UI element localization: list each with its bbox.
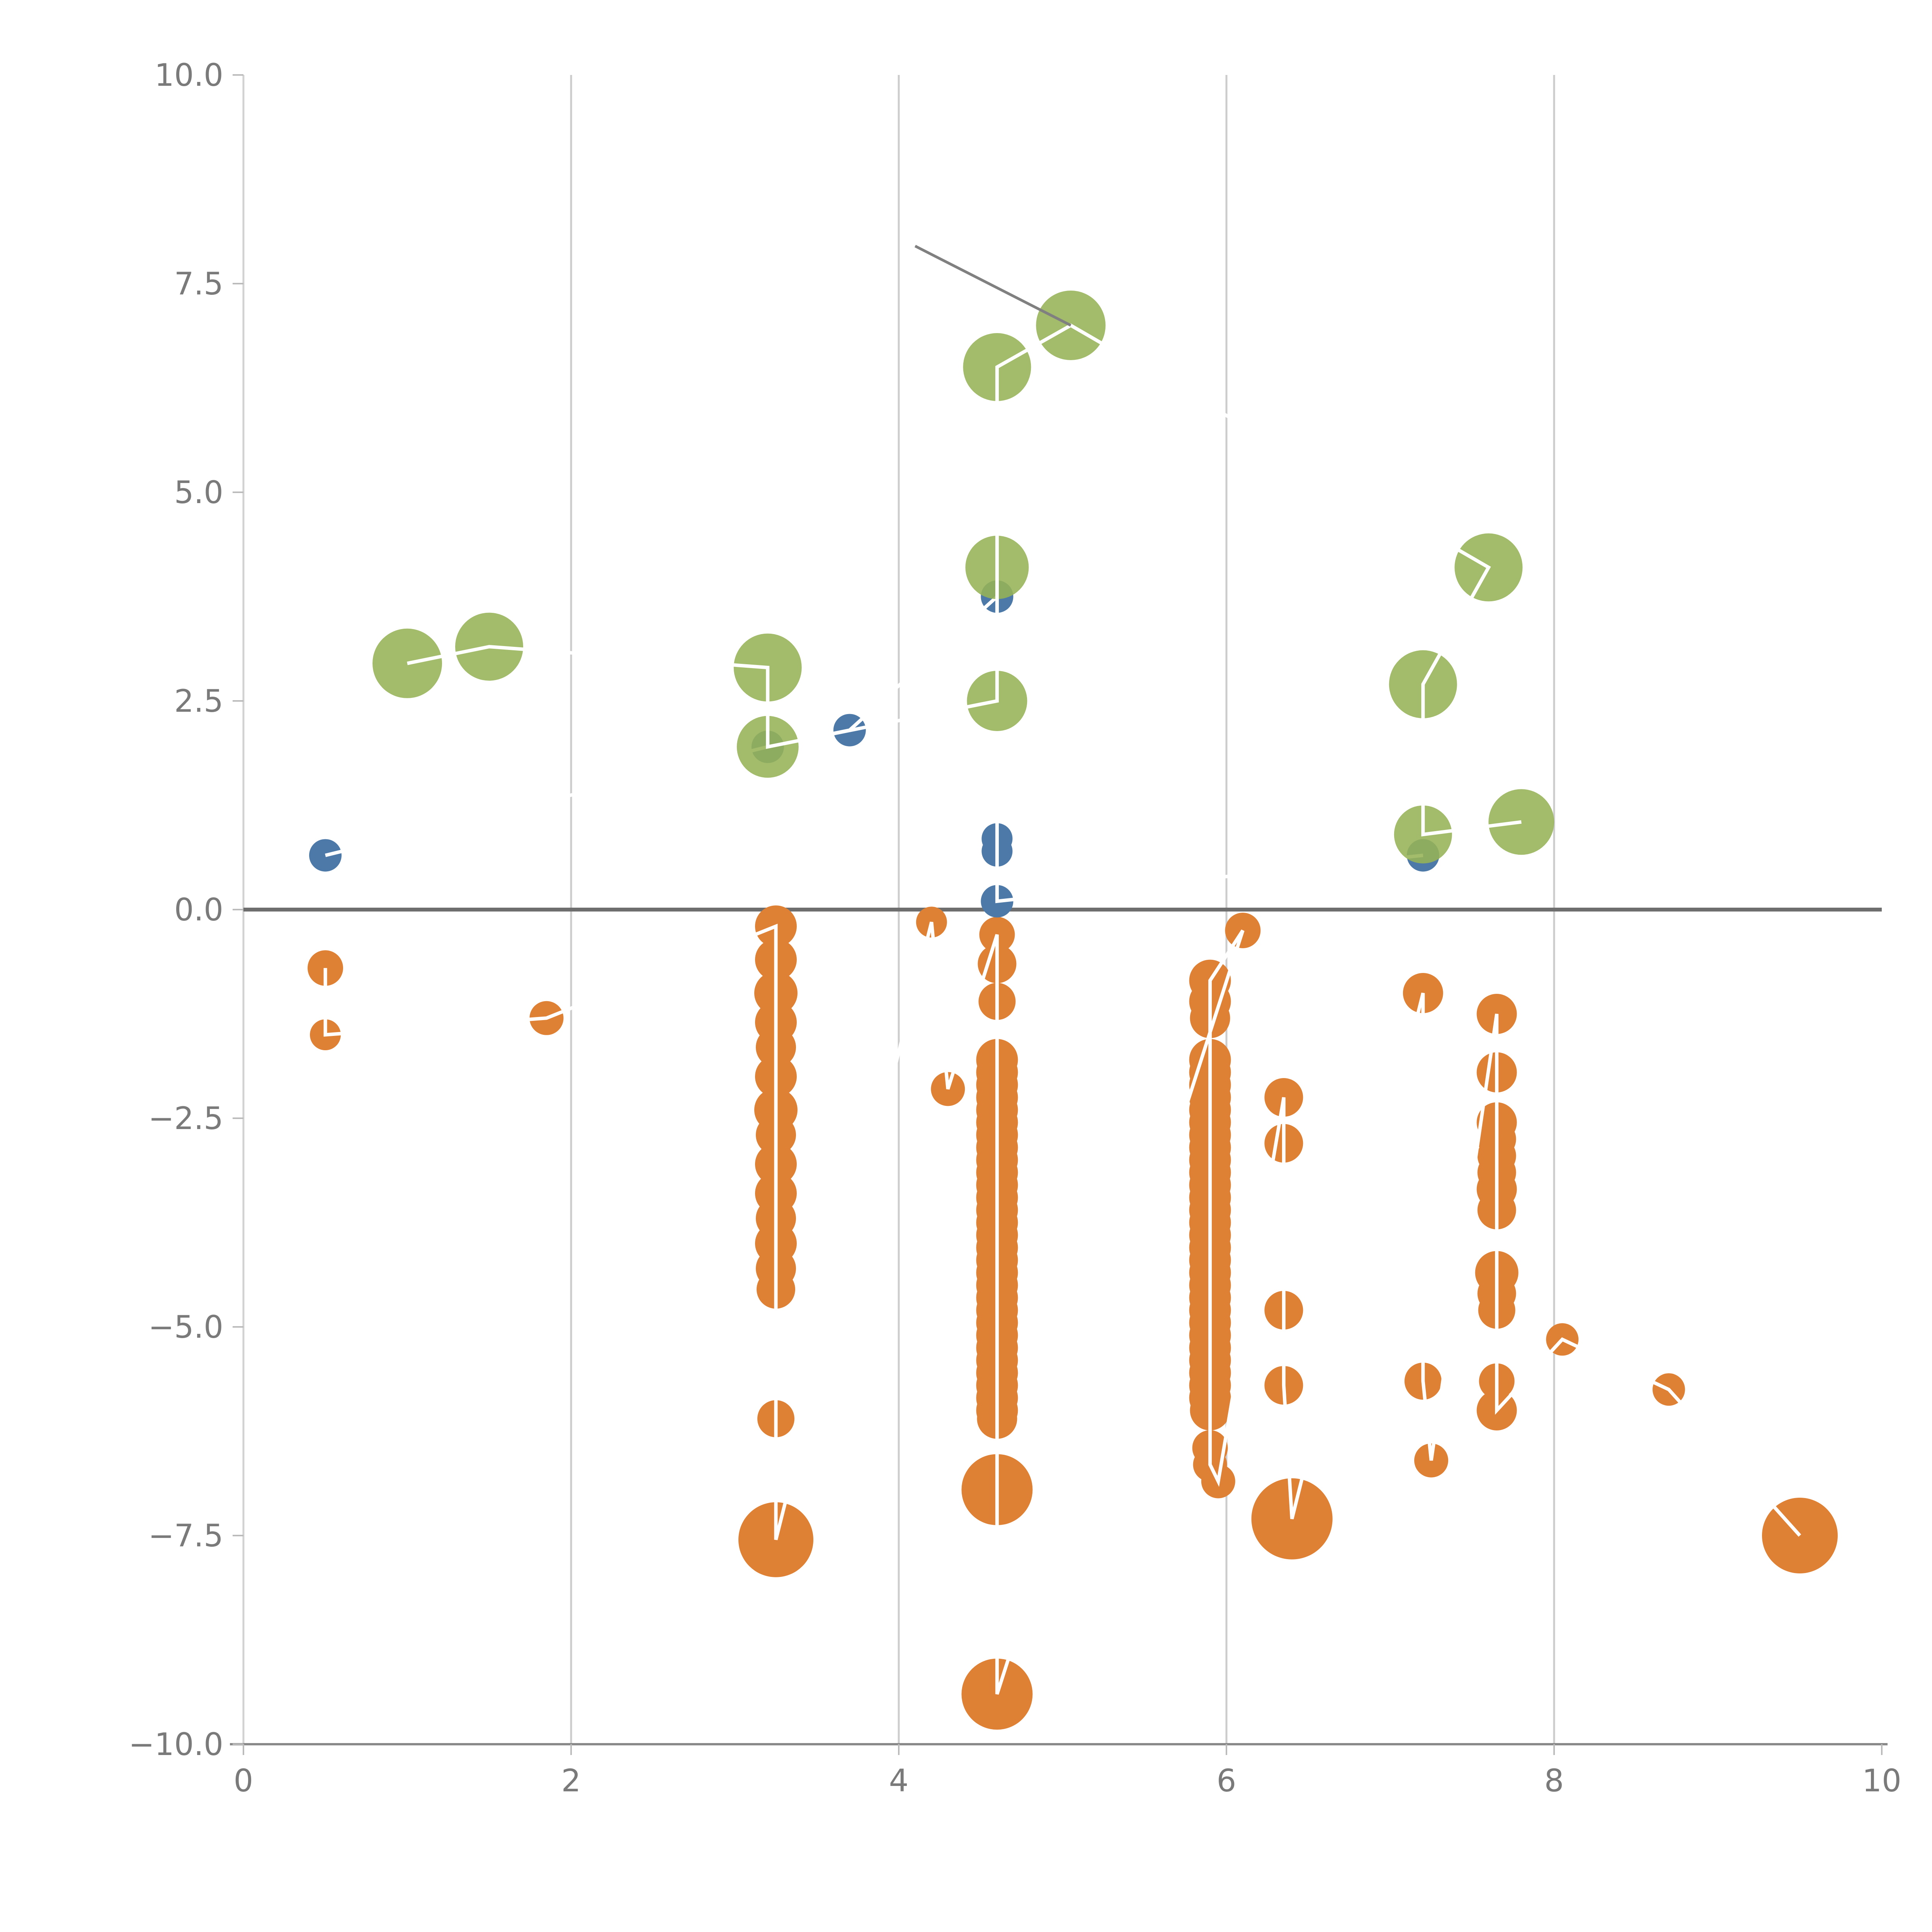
x-tick-label: 4	[889, 1763, 909, 1799]
y-tick-label: 5.0	[174, 474, 223, 510]
y-tick-label: −2.5	[148, 1100, 223, 1136]
y-tick-label: −5.0	[148, 1309, 223, 1345]
y-tick-label: 0.0	[174, 892, 223, 928]
y-tick-label: 10.0	[155, 57, 223, 93]
y-tick-label: 2.5	[174, 683, 223, 719]
x-tick-label: 8	[1544, 1763, 1564, 1799]
y-tick-label: −7.5	[148, 1518, 223, 1554]
x-tick-label: 0	[234, 1763, 253, 1799]
orange-series-line	[323, 922, 1801, 1695]
y-tick-label: −10.0	[129, 1726, 223, 1762]
x-tick-label: 6	[1217, 1763, 1236, 1799]
green-series-line	[407, 323, 1522, 837]
y-tick-label: 7.5	[174, 266, 223, 302]
annotation-line	[914, 245, 1071, 327]
x-tick-label: 2	[561, 1763, 581, 1799]
x-tick-label: 10	[1862, 1763, 1901, 1799]
